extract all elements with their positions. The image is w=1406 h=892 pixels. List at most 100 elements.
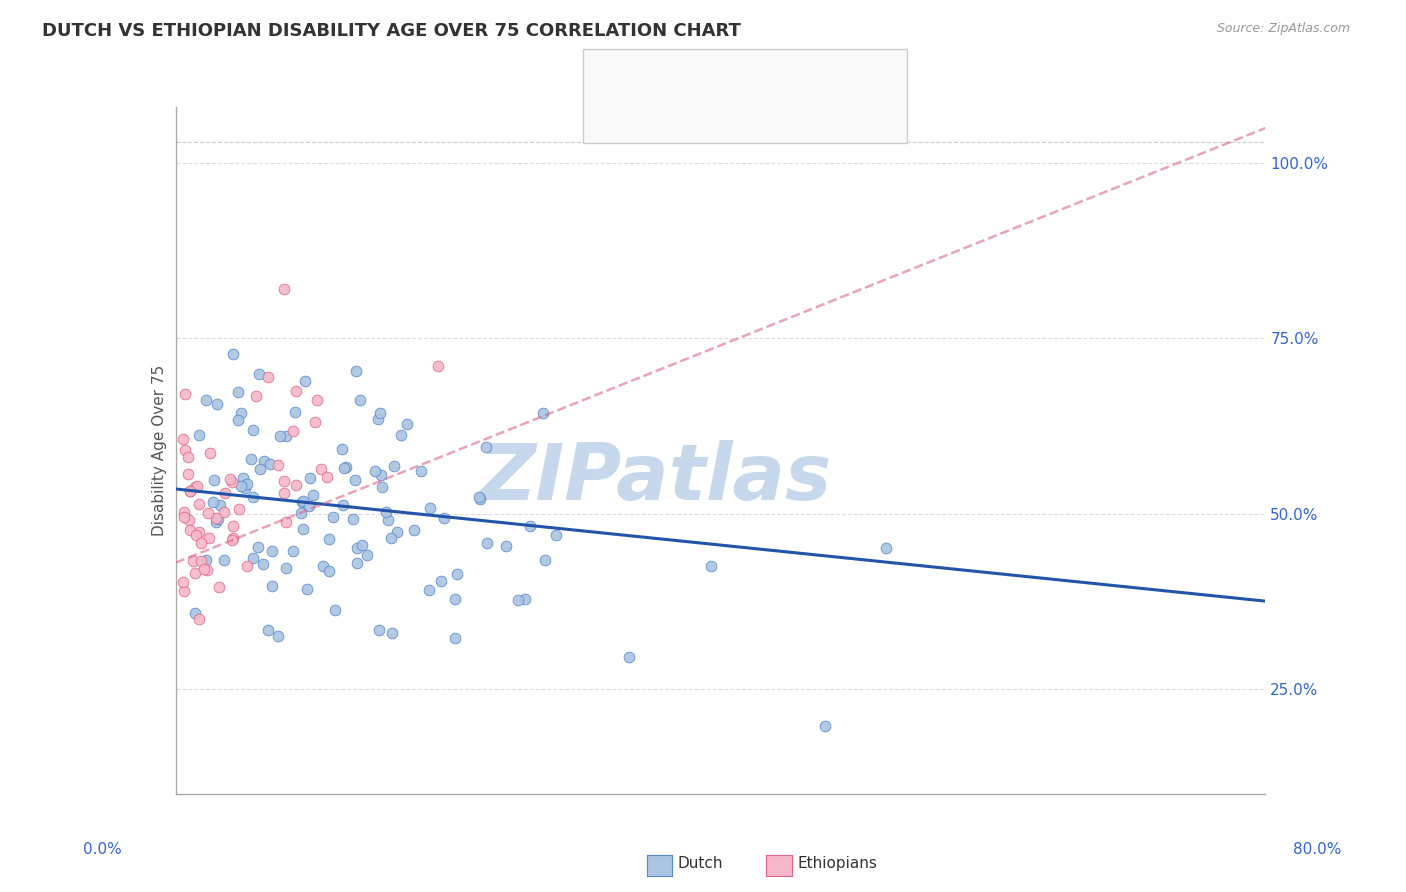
Point <box>377 513 399 527</box>
Point <box>253 454 276 468</box>
Point <box>418 583 440 598</box>
Point <box>382 458 405 473</box>
Point <box>295 582 318 596</box>
Point <box>332 498 354 512</box>
Point <box>335 460 357 475</box>
Point <box>305 392 328 407</box>
Point <box>444 632 467 646</box>
Point <box>276 429 298 443</box>
Text: ZIPatlas: ZIPatlas <box>479 440 831 516</box>
Point <box>269 429 291 443</box>
Point <box>316 469 339 483</box>
Point <box>519 519 541 533</box>
Point <box>172 433 194 447</box>
Point <box>274 561 297 575</box>
Point <box>257 369 280 384</box>
Point <box>212 505 235 519</box>
Point <box>202 473 225 487</box>
Point <box>195 553 218 567</box>
Point <box>875 541 897 555</box>
Point <box>433 510 456 524</box>
Point <box>184 566 207 580</box>
Point <box>257 624 280 638</box>
Point <box>222 347 245 361</box>
Point <box>506 593 529 607</box>
Text: DUTCH VS ETHIOPIAN DISABILITY AGE OVER 75 CORRELATION CHART: DUTCH VS ETHIOPIAN DISABILITY AGE OVER 7… <box>42 22 741 40</box>
Point <box>226 413 249 427</box>
Point <box>467 491 489 505</box>
Point <box>173 442 195 457</box>
Point <box>187 524 209 539</box>
Point <box>352 538 374 552</box>
Point <box>231 406 253 420</box>
Point <box>273 486 295 500</box>
Point <box>183 480 205 494</box>
Point <box>173 509 195 524</box>
Point <box>404 523 426 537</box>
Point <box>330 442 353 457</box>
Point <box>298 471 321 485</box>
Point <box>197 506 219 520</box>
Point <box>190 535 212 549</box>
Point <box>495 540 517 554</box>
Point <box>219 472 242 486</box>
Point <box>349 393 371 408</box>
Y-axis label: Disability Age Over 75: Disability Age Over 75 <box>152 365 167 536</box>
Point <box>184 607 207 621</box>
Point <box>291 494 314 508</box>
Point <box>179 483 201 498</box>
Point <box>396 417 419 431</box>
Point <box>273 474 295 488</box>
Point <box>364 464 387 478</box>
Point <box>342 512 364 526</box>
Point <box>184 528 207 542</box>
Point <box>221 475 243 489</box>
Point <box>533 553 555 567</box>
Point <box>259 457 281 471</box>
Point <box>298 500 321 514</box>
Point <box>322 509 344 524</box>
Point <box>205 397 228 411</box>
Point <box>181 554 204 568</box>
Point <box>302 488 325 502</box>
Point <box>446 567 468 582</box>
Point <box>188 497 211 511</box>
Text: Dutch: Dutch <box>678 856 723 871</box>
Point <box>544 527 567 541</box>
Point <box>370 467 392 482</box>
Point <box>249 462 271 476</box>
Point <box>389 428 412 442</box>
Point <box>204 516 226 530</box>
Point <box>368 406 391 420</box>
Point <box>356 549 378 563</box>
Point <box>475 440 498 454</box>
Point <box>285 478 308 492</box>
Point <box>283 544 305 558</box>
Point <box>318 532 340 546</box>
Point <box>252 557 274 571</box>
Point <box>380 531 402 545</box>
Point <box>226 384 249 399</box>
Text: R = -0.369   N = 102: R = -0.369 N = 102 <box>638 66 799 80</box>
Point <box>228 502 250 516</box>
Point <box>187 428 209 442</box>
Point <box>198 446 221 460</box>
Point <box>429 574 451 588</box>
Point <box>290 506 312 520</box>
Point <box>700 558 723 573</box>
Point <box>443 591 465 606</box>
Point <box>468 492 491 507</box>
Point <box>294 374 316 388</box>
Point <box>214 486 236 500</box>
Point <box>242 423 264 437</box>
Point <box>309 462 332 476</box>
Point <box>179 523 201 537</box>
Point <box>283 424 305 438</box>
Point <box>208 580 231 594</box>
Point <box>232 471 254 485</box>
Point <box>236 476 259 491</box>
Point <box>242 490 264 504</box>
Point <box>202 495 225 509</box>
Point <box>222 531 245 545</box>
Text: Source: ZipAtlas.com: Source: ZipAtlas.com <box>1216 22 1350 36</box>
